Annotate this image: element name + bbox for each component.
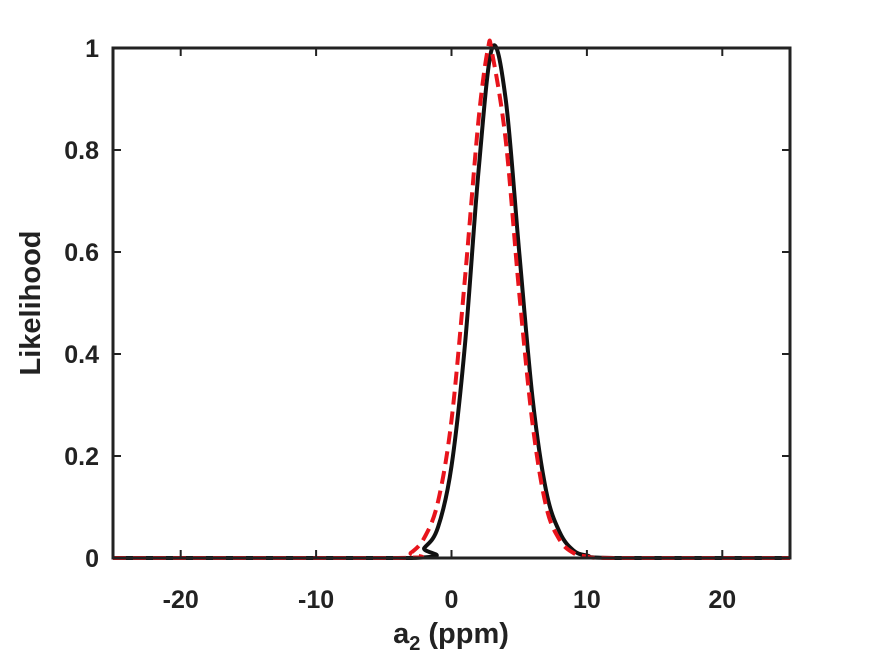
y-tick-label: 0.8 <box>64 137 99 165</box>
x-tick-label: 0 <box>445 586 459 614</box>
x-axis-label-subscript: 2 <box>409 633 420 654</box>
x-tick-label: 20 <box>708 586 736 614</box>
y-axis-label: Likelihood <box>15 231 47 376</box>
x-tick-label: 10 <box>573 586 601 614</box>
x-axis-label-rest: (ppm) <box>420 618 509 650</box>
y-tick-label: 0.6 <box>64 239 99 267</box>
y-tick-label: 0.4 <box>64 341 99 369</box>
y-tick-label: 0.2 <box>64 443 99 471</box>
x-axis-label-main: a <box>393 618 410 650</box>
x-axis-label: a2 (ppm) <box>393 618 509 654</box>
x-tick-label: -10 <box>298 586 334 614</box>
x-tick-label: -20 <box>163 586 199 614</box>
series-line-dashed <box>113 38 790 561</box>
series-line-solid <box>113 43 790 561</box>
series-layer <box>113 38 790 561</box>
y-tick-label: 1 <box>85 35 99 63</box>
ticks-layer: -20 -10 0 10 20 0 0.2 0.4 0.6 0.8 1 <box>64 35 790 614</box>
y-tick-label: 0 <box>85 545 99 573</box>
